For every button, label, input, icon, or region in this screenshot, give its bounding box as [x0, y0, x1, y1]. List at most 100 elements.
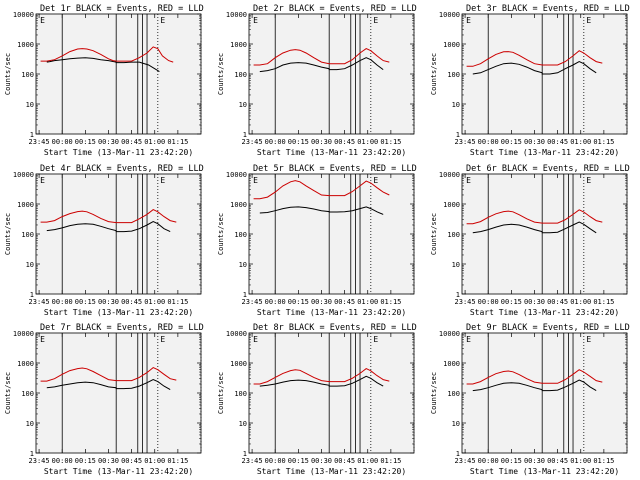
y-tick-label: 10: [26, 101, 34, 109]
chart-panel-4: Det 4r BLACK = Events, RED = LLD Counts/s…: [4, 164, 204, 317]
flag-label: E: [373, 16, 378, 25]
chart-title: Det 7r BLACK = Events, RED = LLD: [40, 323, 204, 333]
x-tick-label: 00:00: [478, 298, 499, 306]
y-tick-label: 10: [452, 420, 460, 428]
y-tick-label: 10000: [226, 330, 247, 338]
y-tick-label: 10000: [439, 171, 460, 179]
x-tick-label: 00:15: [288, 138, 309, 146]
flag-label: E: [373, 335, 378, 344]
y-tick-label: 1: [243, 291, 247, 299]
series-black-line: [472, 61, 597, 75]
series-black-line: [472, 221, 597, 234]
y-tick-label: 10: [239, 420, 247, 428]
y-tick-label: 1000: [17, 201, 34, 209]
x-tick-label: 01:00: [357, 298, 378, 306]
y-tick-label: 10000: [13, 171, 34, 179]
x-tick-label: 00:45: [334, 457, 355, 465]
y-axis-label: Counts/sec: [4, 213, 12, 255]
x-tick-label: 23:45: [29, 457, 50, 465]
x-tick-label: 01:15: [167, 457, 188, 465]
x-tick-label: 00:45: [547, 298, 568, 306]
x-tick-label: 01:00: [144, 298, 165, 306]
x-tick-label: 01:15: [167, 138, 188, 146]
y-tick-label: 10000: [13, 330, 34, 338]
x-tick-label: 00:15: [501, 138, 522, 146]
flag-label: E: [160, 335, 165, 344]
x-tick-label: 00:45: [121, 138, 142, 146]
y-axis-label: Counts/sec: [4, 53, 12, 95]
x-tick-label: 00:15: [288, 457, 309, 465]
x-tick-label: 01:00: [570, 457, 591, 465]
y-tick-label: 10: [26, 420, 34, 428]
plot-area: [462, 174, 627, 294]
x-tick-label: 00:15: [501, 298, 522, 306]
y-tick-label: 100: [234, 71, 247, 79]
chart-panel-3: Det 3r BLACK = Events, RED = LLD Counts/s…: [430, 4, 630, 157]
x-tick-label: 01:00: [144, 138, 165, 146]
plot-frame: [248, 332, 415, 454]
x-tick-label: 00:45: [547, 457, 568, 465]
chart-title: Det 5r BLACK = Events, RED = LLD: [253, 164, 417, 174]
x-tick-label: 00:30: [98, 298, 119, 306]
x-tick-label: 00:45: [121, 298, 142, 306]
series-black-line: [259, 375, 384, 387]
y-tick-label: 1000: [230, 41, 247, 49]
x-tick-label: 01:15: [380, 138, 401, 146]
x-tick-label: 23:45: [455, 138, 476, 146]
y-tick-label: 10: [239, 261, 247, 269]
y-tick-label: 10: [239, 101, 247, 109]
y-tick-label: 100: [21, 390, 34, 398]
chart-title: Det 1r BLACK = Events, RED = LLD: [40, 4, 204, 14]
plot-area: [36, 174, 201, 294]
y-axis-label: Counts/sec: [430, 53, 438, 95]
chart-title: Det 9r BLACK = Events, RED = LLD: [466, 323, 630, 333]
x-axis-label: Start Time (13-Mar-11 23:42:20): [470, 148, 619, 157]
plot-area: [249, 174, 414, 294]
series-red-line: [40, 46, 174, 63]
y-axis-label: Counts/sec: [4, 372, 12, 414]
chart-panel-5: Det 5r BLACK = Events, RED = LLD Counts/s…: [217, 164, 417, 317]
x-tick-label: 00:00: [52, 298, 73, 306]
chart-title: Det 6r BLACK = Events, RED = LLD: [466, 164, 630, 174]
series-red-line: [253, 368, 390, 385]
x-tick-label: 01:00: [570, 298, 591, 306]
plot-area: [249, 14, 414, 134]
x-tick-label: 23:45: [242, 298, 263, 306]
y-tick-label: 1000: [443, 41, 460, 49]
flag-label: E: [466, 335, 471, 344]
x-tick-label: 01:00: [570, 138, 591, 146]
y-tick-label: 100: [447, 390, 460, 398]
y-tick-label: 10: [452, 101, 460, 109]
chart-panel-7: Det 7r BLACK = Events, RED = LLD Counts/s…: [4, 323, 204, 476]
y-tick-label: 1: [30, 450, 34, 458]
flag-label: E: [160, 176, 165, 185]
flag-label: E: [160, 16, 165, 25]
y-tick-label: 100: [447, 71, 460, 79]
series-black-line: [259, 57, 384, 73]
y-axis-label: Counts/sec: [430, 213, 438, 255]
plot-frame: [248, 13, 415, 135]
y-tick-label: 10000: [439, 330, 460, 338]
y-tick-label: 1000: [17, 41, 34, 49]
plot-frame: [461, 173, 628, 295]
x-tick-label: 23:45: [242, 138, 263, 146]
x-tick-label: 00:45: [334, 298, 355, 306]
series-black-line: [472, 379, 597, 392]
chart-panel-9: Det 9r BLACK = Events, RED = LLD Counts/s…: [430, 323, 630, 476]
y-tick-label: 100: [21, 71, 34, 79]
y-tick-label: 1: [30, 291, 34, 299]
x-tick-label: 00:00: [52, 138, 73, 146]
chart-title: Det 2r BLACK = Events, RED = LLD: [253, 4, 417, 14]
x-tick-label: 00:30: [98, 138, 119, 146]
x-tick-label: 01:15: [380, 457, 401, 465]
y-tick-label: 10000: [226, 171, 247, 179]
x-tick-label: 01:15: [593, 138, 614, 146]
x-tick-label: 00:30: [524, 457, 545, 465]
flag-label: E: [586, 16, 591, 25]
series-red-line: [466, 50, 603, 67]
x-tick-label: 23:45: [242, 457, 263, 465]
x-axis-label: Start Time (13-Mar-11 23:42:20): [257, 308, 406, 317]
y-tick-label: 1: [456, 450, 460, 458]
x-tick-label: 01:00: [357, 138, 378, 146]
